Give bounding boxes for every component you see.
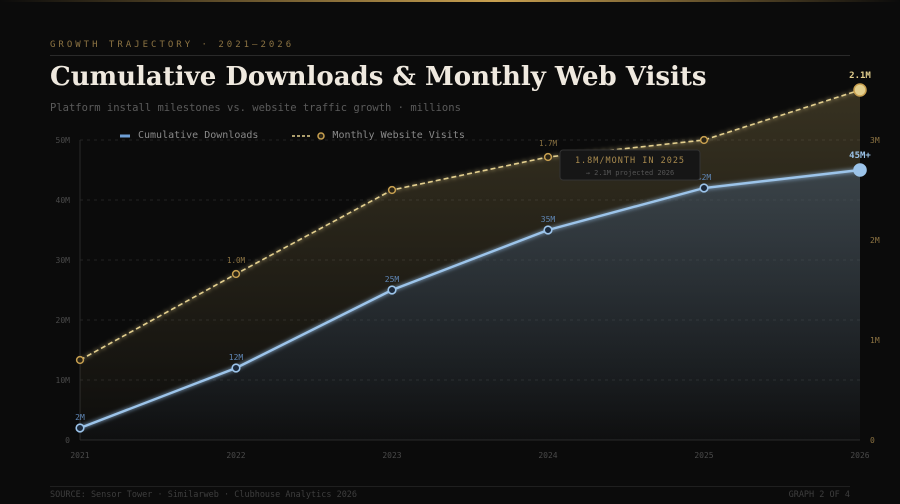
x-tick-label: 2023 bbox=[382, 451, 401, 460]
line-layer bbox=[79, 89, 861, 430]
chart-canvas: 0 10M 20M 30M 40M 50M 0 1M 2M 3M 2021 2022 2023 2024 2… bbox=[56, 71, 880, 460]
downloads-point bbox=[75, 423, 85, 433]
downloads-point bbox=[387, 285, 397, 295]
visits-point bbox=[387, 185, 397, 195]
x-tick-label: 2025 bbox=[694, 451, 713, 460]
area-layer bbox=[80, 90, 860, 440]
chart-subtitle: Platform install milestones vs. website … bbox=[50, 102, 461, 114]
x-tick-label: 2026 bbox=[850, 451, 869, 460]
legend-item-visits: Monthly Website Visits bbox=[292, 130, 465, 141]
downloads-line bbox=[79, 168, 861, 430]
y-left-tick-label: 50M bbox=[56, 136, 71, 145]
y-right-tick-label: 2M bbox=[870, 236, 880, 245]
downloads-point bbox=[853, 163, 867, 177]
y-left-tick-label: 20M bbox=[56, 316, 71, 325]
y-right-tick-label: 0 bbox=[870, 436, 875, 445]
legend-swatch-downloads bbox=[120, 134, 130, 137]
y-left-tick-label: 10M bbox=[56, 376, 71, 385]
downloads-data-label: 12M bbox=[229, 353, 244, 362]
downloads-point bbox=[699, 183, 709, 193]
x-tick-label: 2024 bbox=[538, 451, 557, 460]
eyebrow-divider bbox=[50, 55, 850, 56]
footer-source: SOURCE: Sensor Tower · Similarweb · Club… bbox=[50, 490, 358, 500]
visits-data-label: 1.7M bbox=[539, 139, 558, 148]
visits-point bbox=[699, 135, 709, 145]
visits-line bbox=[79, 89, 861, 361]
visits-point bbox=[543, 152, 553, 162]
visits-point bbox=[75, 355, 85, 365]
annotation-box bbox=[559, 149, 701, 181]
top-accent-line bbox=[0, 0, 900, 2]
legend-label-downloads: Cumulative Downloads bbox=[138, 130, 259, 141]
downloads-point bbox=[231, 363, 241, 373]
chart-legend: Cumulative Downloads Monthly Website Vis… bbox=[120, 130, 465, 141]
downloads-data-label: 35M bbox=[541, 215, 556, 224]
y-right-tick-label: 3M bbox=[870, 136, 880, 145]
legend-label-visits: Monthly Website Visits bbox=[332, 130, 465, 141]
annotation-text: → 2.1M projected 2026 bbox=[586, 169, 675, 177]
downloads-data-label: 2M bbox=[75, 413, 85, 422]
visits-data-label: 2.1M bbox=[849, 71, 871, 81]
legend-item-downloads: Cumulative Downloads bbox=[120, 130, 258, 141]
chart-title: Cumulative Downloads & Monthly Web Visit… bbox=[50, 62, 707, 92]
y-left-tick-label: 30M bbox=[56, 256, 71, 265]
annotation-layer: 1.8M/MONTH IN 2025 → 2.1M projected 2026 bbox=[559, 149, 701, 181]
downloads-data-label: 42M bbox=[697, 173, 712, 182]
annotation-title: 1.8M/MONTH IN 2025 bbox=[575, 156, 685, 166]
visits-point bbox=[231, 269, 241, 279]
downloads-point bbox=[543, 225, 553, 235]
y-right-tick-label: 1M bbox=[870, 336, 880, 345]
marker-layer bbox=[75, 83, 867, 433]
eyebrow-label: GROWTH TRAJECTORY · 2021–2026 bbox=[50, 40, 295, 50]
x-tick-label: 2021 bbox=[70, 451, 89, 460]
visits-data-label: 1.0M bbox=[227, 256, 246, 265]
downloads-data-label: 25M bbox=[385, 275, 400, 284]
footer-page-indicator: GRAPH 2 OF 4 bbox=[788, 490, 850, 500]
downloads-data-label: 45M+ bbox=[849, 151, 871, 161]
legend-swatch-visits bbox=[292, 131, 326, 140]
visits-area bbox=[80, 90, 860, 440]
x-tick-label: 2022 bbox=[226, 451, 245, 460]
y-left-tick-label: 0 bbox=[65, 436, 70, 445]
visits-point bbox=[853, 83, 867, 97]
label-layer: 0 10M 20M 30M 40M 50M 0 1M 2M 3M 2021 2022 2023 2024 2… bbox=[56, 71, 880, 460]
y-left-tick-label: 40M bbox=[56, 196, 71, 205]
footer: SOURCE: Sensor Tower · Similarweb · Club… bbox=[50, 486, 850, 504]
